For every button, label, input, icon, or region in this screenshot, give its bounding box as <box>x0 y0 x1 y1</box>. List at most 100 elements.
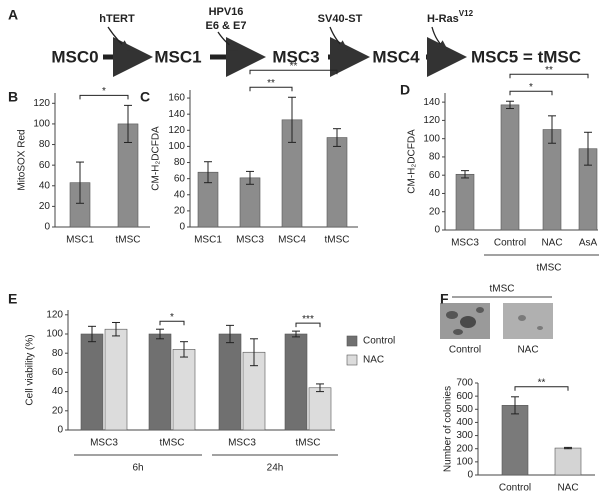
panel-label: A <box>8 7 18 23</box>
x-tick-label: tMSC <box>160 438 185 449</box>
error-bar <box>511 396 519 415</box>
image-label: NAC <box>517 345 538 356</box>
x-tick-label: MSC3 <box>228 438 256 449</box>
bar <box>326 137 348 228</box>
y-tick-label: 140 <box>423 97 440 108</box>
agent-label: hTERT <box>99 13 135 25</box>
error-bar <box>564 446 572 450</box>
significance-label: * <box>102 86 106 97</box>
y-axis-label: Number of colonies <box>443 386 454 472</box>
colony-images <box>440 296 553 339</box>
y-tick-label: 80 <box>174 157 186 168</box>
y-tick-label: 400 <box>456 417 473 428</box>
image-title: tMSC <box>490 284 515 295</box>
agent-label: SV40-ST <box>318 13 363 25</box>
error-bar <box>506 100 514 110</box>
agent-label: HPV16 <box>209 6 244 18</box>
y-axis-label: CM-H₂DCFDA <box>407 129 418 194</box>
bar <box>308 387 332 431</box>
error-bar <box>112 321 120 337</box>
significance-bracket <box>509 73 589 79</box>
x-tick-label: tMSC <box>325 235 350 246</box>
y-tick-label: 700 <box>456 378 473 389</box>
y-tick-label: 300 <box>456 430 473 441</box>
x-tick-label: Control <box>494 238 526 249</box>
bar <box>148 333 172 431</box>
group-label: 24h <box>267 463 284 474</box>
agent-label: E6 & E7 <box>206 20 247 32</box>
panel-label: E <box>8 291 17 307</box>
significance-label: ** <box>267 78 275 89</box>
error-bar <box>288 96 296 143</box>
bar <box>239 177 261 228</box>
bar <box>542 129 562 231</box>
y-tick-label: 0 <box>44 222 50 233</box>
error-bar <box>180 341 188 358</box>
y-tick-label: 100 <box>423 133 440 144</box>
significance-label: ** <box>545 65 553 76</box>
y-tick-label: 0 <box>434 225 440 236</box>
x-tick-label: MSC3 <box>90 438 118 449</box>
y-tick-label: 120 <box>423 115 440 126</box>
error-bar <box>124 104 132 143</box>
error-bar <box>333 128 341 147</box>
bar <box>218 333 242 431</box>
x-tick-label: NAC <box>557 483 578 494</box>
y-tick-label: 20 <box>429 206 441 217</box>
stage-label: MSC5 = tMSC <box>471 47 581 66</box>
y-tick-label: 20 <box>52 405 64 416</box>
group-label: tMSC <box>537 263 562 274</box>
legend-label: Control <box>363 336 395 347</box>
panel-label: B <box>8 89 18 105</box>
image-label: Control <box>449 345 481 356</box>
error-bar <box>584 131 592 166</box>
bar <box>172 349 196 431</box>
stage-label: MSC3 <box>272 47 319 66</box>
y-tick-label: 120 <box>33 98 50 109</box>
agent-text: HPV16 <box>209 6 244 18</box>
legend-swatch <box>346 335 358 347</box>
x-tick-label: tMSC <box>116 235 141 246</box>
y-tick-label: 120 <box>168 125 185 136</box>
y-tick-label: 40 <box>39 180 51 191</box>
y-tick-label: 100 <box>46 329 63 340</box>
bar <box>284 333 308 431</box>
bar <box>455 173 475 231</box>
error-bar <box>316 383 324 393</box>
y-tick-label: 40 <box>429 188 441 199</box>
x-tick-label: MSC3 <box>451 238 479 249</box>
agent-text: E6 & E7 <box>206 20 247 32</box>
y-tick-label: 0 <box>179 222 185 233</box>
y-tick-label: 60 <box>429 170 441 181</box>
pathway-arrows <box>103 26 467 77</box>
y-tick-label: 100 <box>33 119 50 130</box>
significance-bracket <box>159 320 185 326</box>
y-tick-label: 200 <box>456 443 473 454</box>
y-tick-label: 100 <box>168 141 185 152</box>
y-axis-label: MitoSOX Red <box>17 129 28 190</box>
bar <box>104 328 128 431</box>
y-tick-label: 80 <box>429 152 441 163</box>
x-tick-label: MSC3 <box>236 235 264 246</box>
y-axis-label: Cell viability (%) <box>25 334 36 405</box>
significance-label: *** <box>302 314 314 325</box>
y-tick-label: 40 <box>52 386 64 397</box>
significance-bracket <box>249 69 338 75</box>
x-tick-label: tMSC <box>296 438 321 449</box>
error-bar <box>246 170 254 185</box>
y-tick-label: 20 <box>174 206 186 217</box>
error-bar <box>292 330 300 338</box>
error-bar <box>226 324 234 344</box>
error-bar <box>76 161 84 204</box>
x-tick-label: AsA <box>579 238 598 249</box>
error-bar <box>88 325 96 343</box>
bar <box>500 104 520 231</box>
y-tick-label: 60 <box>52 367 64 378</box>
error-bar <box>548 115 556 144</box>
stage-label: MSC4 <box>372 47 420 66</box>
bar <box>554 447 582 476</box>
y-tick-label: 60 <box>174 173 186 184</box>
significance-bracket <box>295 322 321 328</box>
y-axis-label: CM-H₂DCFDA <box>151 126 162 191</box>
x-tick-label: Control <box>499 483 531 494</box>
